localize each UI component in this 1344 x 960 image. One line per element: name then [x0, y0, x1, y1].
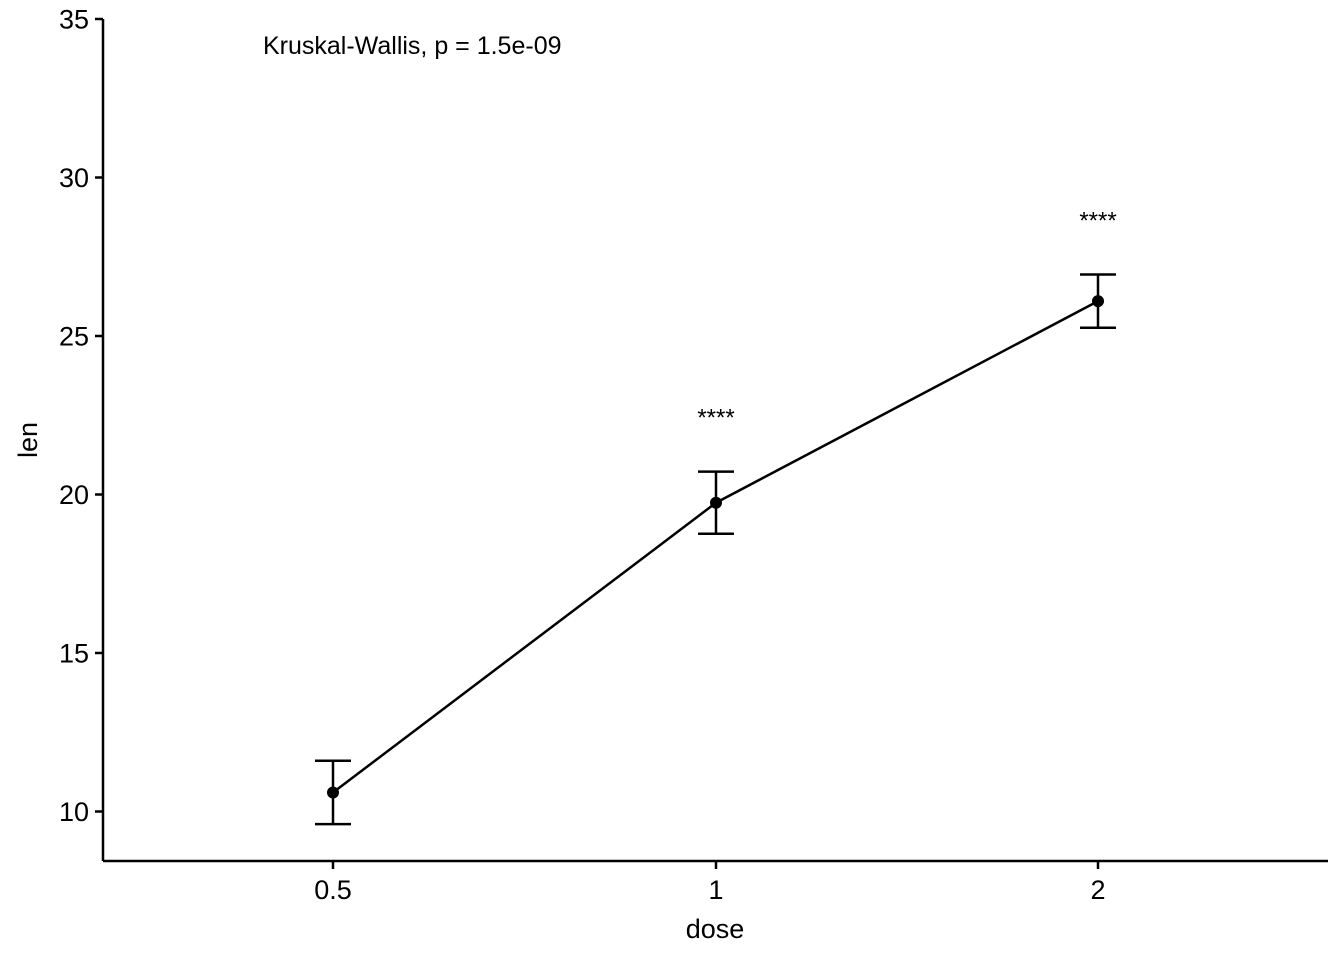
- x-axis: 0.5 1 2: [103, 859, 1328, 905]
- y-axis-title: len: [13, 422, 43, 458]
- y-tick-label: 10: [59, 797, 89, 827]
- significance-label: ****: [1079, 208, 1116, 235]
- x-tick-label: 0.5: [314, 875, 352, 905]
- y-tick-label: 15: [59, 639, 89, 669]
- y-tick-label: 25: [59, 322, 89, 352]
- x-tick-label: 2: [1090, 875, 1105, 905]
- series-line: [332, 300, 1099, 794]
- y-tick-label: 30: [59, 163, 89, 193]
- y-tick-label: 35: [59, 5, 89, 35]
- data-point: [1092, 295, 1104, 308]
- plot-area: **** ****: [315, 208, 1117, 826]
- significance-label: ****: [697, 405, 734, 432]
- data-point: [327, 786, 339, 799]
- x-axis-title: dose: [686, 914, 745, 944]
- y-tick-label: 20: [59, 480, 89, 510]
- x-tick-label: 1: [708, 875, 723, 905]
- kruskal-wallis-annotation: Kruskal-Wallis, p = 1.5e-09: [263, 32, 562, 60]
- data-point: [710, 496, 722, 509]
- y-axis: 10 15 20 25 30 35: [59, 5, 105, 861]
